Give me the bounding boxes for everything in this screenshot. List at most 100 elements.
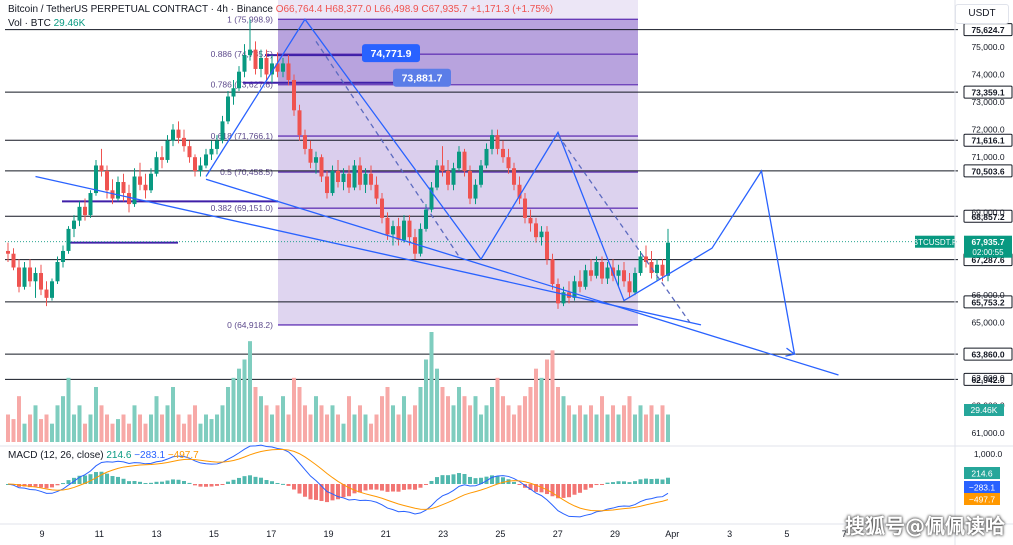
volume-bar — [402, 396, 406, 442]
price-tick-label: 63,000.0 — [971, 373, 1004, 383]
macd-histogram-bar — [446, 475, 450, 484]
time-tick-label: 29 — [610, 529, 620, 539]
volume-bar — [616, 414, 621, 442]
macd-histogram-bar — [473, 478, 478, 484]
volume-bar — [600, 396, 604, 442]
macd-histogram-bar — [528, 484, 533, 490]
macd-histogram-bar — [391, 484, 395, 492]
fib-zone-0.886 — [278, 54, 638, 85]
candle-body — [231, 88, 236, 97]
macd-histogram-bar — [649, 478, 654, 484]
fib-extension-zone — [278, 0, 638, 20]
macd-histogram-bar — [622, 481, 626, 484]
macd-histogram-bar — [627, 482, 632, 484]
volume-bar — [490, 387, 494, 442]
macd-histogram-bar — [583, 484, 588, 490]
candle-body — [275, 63, 280, 72]
candle-body — [583, 270, 588, 287]
macd-histogram-bar — [253, 476, 258, 484]
volume-bar — [275, 405, 280, 442]
candle-body — [572, 281, 577, 298]
volume-bar — [479, 414, 483, 442]
volume-bar — [94, 387, 98, 442]
current-price-box — [964, 235, 1012, 258]
volume-bar — [286, 414, 291, 442]
candle-body — [451, 168, 456, 185]
volume-bar — [143, 423, 148, 442]
macd-histogram-bar — [138, 481, 142, 484]
volume-bar — [457, 387, 461, 442]
time-tick-label: 7 — [842, 529, 847, 539]
volume-bar — [99, 405, 104, 442]
macd-histogram-bar — [182, 480, 186, 484]
volume-bar — [154, 396, 159, 442]
macd-histogram-bar — [193, 484, 197, 486]
candle-body — [171, 129, 175, 141]
candle-body — [550, 259, 555, 285]
volume-bar — [171, 387, 175, 442]
candle-body — [198, 165, 203, 171]
candle-body — [528, 217, 533, 224]
candle-body — [220, 121, 225, 141]
volume-bar — [28, 414, 32, 442]
projection-arrowhead — [785, 347, 797, 357]
candle-body — [600, 261, 604, 279]
candle-body — [215, 140, 219, 149]
macd-histogram-bar — [99, 471, 104, 484]
time-tick-label: 9 — [39, 529, 44, 539]
chart-header: Bitcoin / TetherUS PERPETUAL CONTRACT · … — [8, 4, 553, 15]
volume-bar — [589, 405, 593, 442]
price-level-label: 68,857.2 — [971, 212, 1004, 222]
macd-histogram-bar — [578, 484, 582, 493]
macd-histogram-bar — [231, 479, 236, 484]
candle-body — [209, 148, 214, 155]
countdown-label: 02:00:55 — [972, 248, 1004, 257]
candle-body — [72, 220, 76, 229]
macd-histogram-bar — [143, 482, 148, 484]
volume-bar — [39, 419, 43, 442]
candle-body — [479, 165, 483, 185]
time-tick-label: 17 — [266, 529, 276, 539]
macd-histogram-bar — [215, 484, 219, 486]
macd-histogram-bar — [341, 484, 346, 498]
currency-unit-button[interactable]: USDT — [955, 4, 1009, 24]
volume-bar — [358, 405, 362, 442]
volume-bar — [644, 414, 648, 442]
price-level-tag: 68,857.2 — [963, 209, 1013, 223]
macd-histogram-bar — [567, 484, 571, 498]
volume-bar — [495, 377, 500, 442]
candle-body — [187, 146, 192, 158]
candle-body — [39, 273, 43, 290]
candle-body — [468, 170, 472, 199]
macd-histogram-bar — [39, 484, 43, 488]
candle-body — [363, 173, 368, 185]
volume-bar — [237, 368, 241, 442]
volume-bar — [44, 414, 49, 442]
candle-body — [374, 184, 379, 199]
macd-histogram-bar — [176, 479, 181, 484]
volume-bar — [149, 414, 153, 442]
candle-body — [369, 173, 373, 185]
volume-bar — [369, 423, 373, 442]
volume-header: Vol · BTC 29.46K — [8, 18, 85, 29]
volume-bar — [385, 387, 390, 442]
candle-body — [55, 261, 60, 282]
candle-body — [281, 63, 285, 72]
volume-bar — [435, 368, 439, 442]
macd-histogram-bar — [451, 474, 456, 484]
price-level-box — [963, 347, 1013, 361]
price-level-label: 70,503.6 — [971, 166, 1004, 176]
volume-bar — [418, 387, 423, 442]
volume-bar — [561, 396, 566, 442]
macd-histogram-bar — [121, 478, 126, 484]
candle-body — [506, 157, 511, 169]
price-tick-label: 65,000.0 — [971, 318, 1004, 328]
macd-value-tag: 214.6 — [964, 467, 1000, 479]
pattern-dashed-2 — [557, 134, 691, 324]
macd-histogram-bar — [660, 479, 665, 484]
fib-label-0.786: 0.786 (73,627.6) — [211, 80, 274, 90]
time-tick-label: Apr — [665, 529, 679, 539]
candle-body — [182, 137, 186, 147]
price-tick-label: 75,000.0 — [971, 42, 1004, 52]
